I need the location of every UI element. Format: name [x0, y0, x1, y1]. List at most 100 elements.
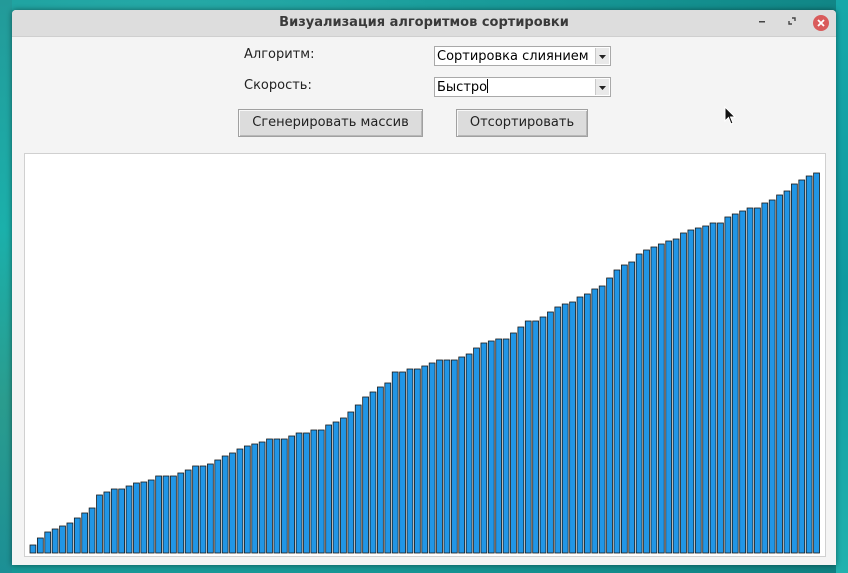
array-bar	[776, 194, 783, 554]
desktop-background-right	[836, 0, 848, 573]
array-bar	[88, 507, 96, 554]
array-bar	[524, 320, 532, 554]
array-bar	[465, 353, 473, 554]
chevron-down-icon[interactable]	[595, 48, 609, 64]
chevron-down-icon[interactable]	[595, 79, 609, 95]
array-bar	[480, 342, 488, 554]
array-bar	[414, 368, 421, 554]
array-bar	[177, 472, 185, 554]
array-bar	[665, 240, 673, 554]
speed-label: Скорость:	[244, 78, 312, 93]
generate-array-button[interactable]: Сгенерировать массив	[238, 109, 423, 137]
array-bar	[680, 232, 687, 554]
array-bar	[325, 424, 332, 554]
array-bar	[317, 429, 325, 554]
array-bar	[384, 382, 392, 554]
algorithm-select[interactable]: Сортировка слиянием	[434, 46, 611, 66]
array-bar	[155, 475, 162, 554]
array-bar	[768, 199, 776, 554]
array-bar	[731, 213, 739, 554]
array-bar	[295, 432, 303, 554]
array-bar	[584, 293, 591, 554]
close-icon[interactable]	[813, 15, 829, 31]
desktop-background-left	[0, 0, 12, 573]
array-bar	[96, 494, 103, 554]
array-bar	[798, 179, 806, 554]
array-bar	[702, 225, 710, 554]
array-bar	[746, 207, 754, 554]
title-bar[interactable]: Визуализация алгоритмов сортировки	[12, 10, 836, 37]
array-bar	[140, 481, 148, 554]
array-bar	[687, 229, 695, 554]
array-bar	[73, 517, 81, 554]
array-bar	[428, 362, 436, 554]
array-bar	[340, 417, 347, 554]
array-bar	[436, 359, 443, 554]
array-bar	[243, 445, 251, 554]
array-bar	[724, 216, 732, 554]
array-bar	[650, 246, 658, 554]
array-bar	[473, 347, 480, 554]
array-bar	[354, 404, 362, 554]
array-bar	[569, 301, 576, 554]
array-bar	[51, 528, 59, 554]
array-bar	[406, 368, 414, 554]
array-bar	[310, 429, 318, 554]
array-bar	[643, 249, 650, 554]
array-bar	[44, 531, 52, 554]
array-bar	[443, 359, 451, 554]
array-bar	[421, 365, 429, 554]
array-bar	[783, 190, 791, 554]
maximize-icon[interactable]	[784, 15, 800, 31]
array-bar	[739, 210, 746, 554]
array-bar	[251, 443, 259, 554]
array-bar	[487, 340, 495, 554]
array-bar	[199, 465, 207, 554]
array-bar	[657, 243, 665, 554]
array-bar	[236, 448, 244, 554]
array-bar	[81, 512, 89, 554]
array-bar	[125, 485, 133, 554]
array-bar	[754, 207, 761, 554]
array-bar	[606, 277, 613, 554]
algorithm-select-value: Сортировка слиянием	[437, 49, 589, 64]
array-bar	[347, 411, 355, 554]
array-bar	[805, 175, 813, 554]
array-bar	[192, 465, 199, 554]
array-bar	[576, 296, 584, 554]
array-bar	[133, 482, 140, 554]
array-bar	[539, 316, 547, 554]
array-bar	[118, 488, 125, 554]
bar-chart	[29, 172, 820, 554]
array-bar	[694, 227, 702, 554]
array-bar	[672, 238, 680, 554]
mouse-pointer-icon	[724, 105, 738, 130]
array-bar	[547, 311, 554, 554]
array-bar	[29, 544, 37, 554]
array-bar	[170, 475, 177, 554]
array-bar	[813, 172, 820, 554]
array-bar	[717, 222, 724, 554]
array-bar	[628, 261, 636, 554]
array-bar	[162, 475, 170, 554]
array-bar	[598, 285, 606, 554]
array-bar	[532, 320, 539, 554]
array-bar	[280, 438, 288, 554]
speed-select[interactable]: Быстро	[434, 77, 611, 97]
array-bar	[510, 332, 517, 554]
array-bar	[554, 306, 562, 554]
array-bar	[332, 421, 340, 554]
sort-button[interactable]: Отсортировать	[456, 109, 588, 137]
array-bar	[377, 386, 384, 554]
array-bar	[502, 338, 510, 554]
array-bar	[258, 441, 266, 554]
visualization-canvas	[24, 153, 826, 557]
array-bar	[517, 326, 525, 554]
array-bar	[761, 202, 769, 554]
array-bar	[613, 269, 621, 554]
array-bar	[266, 438, 273, 554]
minimize-icon[interactable]	[754, 15, 770, 31]
array-bar	[303, 432, 310, 554]
array-bar	[221, 455, 229, 554]
array-bar	[214, 459, 222, 554]
